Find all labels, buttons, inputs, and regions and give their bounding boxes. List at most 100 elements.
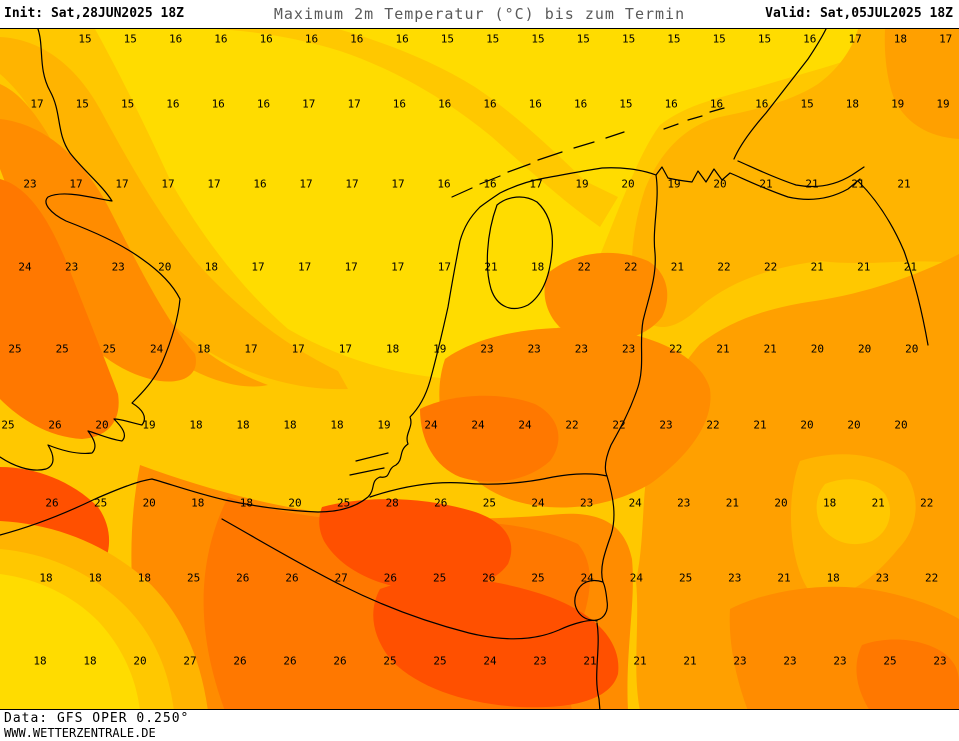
region-east-cool-core bbox=[816, 479, 891, 545]
data-source-label: Data: GFS OPER 0.250° bbox=[4, 711, 190, 726]
temp-label: 18 bbox=[33, 654, 47, 668]
temp-label: 21 bbox=[753, 418, 767, 432]
temp-label: 19 bbox=[142, 418, 156, 432]
temp-label: 16 bbox=[438, 97, 452, 111]
temp-label: 18 bbox=[845, 97, 860, 111]
temp-label: 20 bbox=[713, 177, 727, 191]
temp-label: 25 bbox=[1, 418, 15, 432]
temp-label: 19 bbox=[433, 342, 447, 356]
temp-label: 17 bbox=[529, 177, 543, 191]
temp-label: 17 bbox=[345, 177, 359, 191]
temp-label: 23 bbox=[728, 571, 742, 585]
temp-label: 18 bbox=[189, 418, 203, 432]
temp-label: 17 bbox=[69, 177, 83, 191]
temp-label: 25 bbox=[531, 571, 545, 585]
temp-label: 23 bbox=[733, 654, 747, 668]
temp-label: 20 bbox=[142, 496, 156, 510]
header: Init: Sat,28JUN2025 18Z Maximum 2m Tempe… bbox=[0, 0, 959, 28]
temp-label: 17 bbox=[207, 177, 221, 191]
temp-label: 16 bbox=[709, 97, 724, 111]
temp-label: 17 bbox=[30, 97, 44, 111]
region-north-amber-streak bbox=[215, 29, 618, 227]
temp-label: 16 bbox=[256, 97, 271, 111]
temp-label: 16 bbox=[253, 177, 267, 191]
temp-label: 15 bbox=[531, 32, 545, 46]
map-canvas bbox=[0, 29, 959, 709]
temp-label: 16 bbox=[483, 97, 497, 111]
temp-label: 18 bbox=[197, 342, 211, 356]
temp-label: 17 bbox=[939, 32, 953, 46]
temp-label: 16 bbox=[528, 97, 542, 111]
temp-label: 22 bbox=[706, 418, 720, 432]
temp-label: 24 bbox=[424, 418, 438, 432]
temp-label: 26 bbox=[434, 496, 448, 510]
temp-label: 23 bbox=[64, 260, 79, 274]
temp-label: 16 bbox=[304, 32, 319, 46]
temp-label: 19 bbox=[667, 177, 681, 191]
temp-label: 15 bbox=[667, 32, 681, 46]
temp-label: 18 bbox=[236, 418, 250, 432]
region-belgium-hot-core bbox=[319, 499, 512, 591]
temp-label: 22 bbox=[924, 571, 939, 585]
temp-label: 16 bbox=[166, 97, 180, 111]
temp-label: 25 bbox=[336, 496, 351, 510]
region-southeast-warm-spot bbox=[856, 639, 959, 709]
temp-label: 26 bbox=[333, 654, 347, 668]
temp-label: 16 bbox=[664, 97, 678, 111]
temp-label: 26 bbox=[236, 571, 250, 585]
temp-label: 15 bbox=[712, 32, 726, 46]
temp-label: 25 bbox=[678, 571, 693, 585]
temp-label: 21 bbox=[683, 654, 697, 668]
temp-label: 18 bbox=[83, 654, 97, 668]
temp-label: 22 bbox=[612, 418, 626, 432]
coastline-england bbox=[0, 29, 181, 471]
temp-label: 17 bbox=[302, 97, 316, 111]
region-england-mid bbox=[0, 84, 268, 387]
temp-label: 22 bbox=[763, 260, 778, 274]
temp-label: 20 bbox=[95, 418, 109, 432]
region-ruhr-core bbox=[420, 395, 559, 482]
temp-label: 23 bbox=[111, 260, 125, 274]
temp-label: 25 bbox=[482, 496, 497, 510]
init-timestamp: Init: Sat,28JUN2025 18Z bbox=[4, 6, 185, 21]
temp-label: 17 bbox=[338, 342, 353, 356]
region-elbe-corner bbox=[884, 29, 959, 139]
temp-label: 17 bbox=[437, 260, 452, 274]
page-title: Maximum 2m Temperatur (°C) bis zum Termi… bbox=[273, 5, 686, 23]
region-north-sea-yellow bbox=[95, 29, 878, 379]
website-label: WWW.WETTERZENTRALE.DE bbox=[4, 726, 156, 740]
temp-label: 25 bbox=[55, 342, 69, 356]
temp-label: 16 bbox=[168, 32, 183, 46]
lake-ijsselmeer bbox=[486, 196, 554, 310]
temp-label: 24 bbox=[471, 418, 485, 432]
temp-label: 16 bbox=[755, 97, 769, 111]
zeeland-islands bbox=[349, 452, 389, 476]
temp-label: 21 bbox=[716, 342, 730, 356]
temp-label: 19 bbox=[377, 418, 391, 432]
temp-label: 23 bbox=[574, 342, 589, 356]
temp-label: 26 bbox=[48, 418, 62, 432]
temp-label: 15 bbox=[800, 97, 814, 111]
temp-label: 21 bbox=[871, 496, 885, 510]
temp-label: 24 bbox=[518, 418, 532, 432]
temp-label: 25 bbox=[186, 571, 201, 585]
temp-label: 24 bbox=[580, 571, 594, 585]
temp-label: 21 bbox=[725, 496, 740, 510]
temp-label: 18 bbox=[88, 571, 102, 585]
footer: Data: GFS OPER 0.250° WWW.WETTERZENTRALE… bbox=[0, 710, 959, 741]
temp-label: 23 bbox=[621, 342, 636, 356]
temp-label: 18 bbox=[191, 496, 205, 510]
temp-label: 15 bbox=[440, 32, 455, 46]
coastline-north-of-elbe bbox=[733, 29, 827, 160]
temp-label: 17 bbox=[391, 260, 405, 274]
temp-label: 20 bbox=[800, 418, 814, 432]
temp-label: 21 bbox=[777, 571, 791, 585]
temp-label: 23 bbox=[23, 177, 37, 191]
region-england-outer bbox=[0, 37, 348, 390]
temp-label: 26 bbox=[233, 654, 247, 668]
temp-label: 21 bbox=[670, 260, 685, 274]
temp-label: 21 bbox=[810, 260, 824, 274]
temp-label: 23 bbox=[659, 418, 673, 432]
temp-label: 16 bbox=[483, 177, 497, 191]
